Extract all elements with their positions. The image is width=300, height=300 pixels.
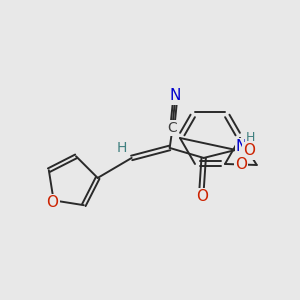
Text: N: N (170, 88, 182, 104)
Text: H: H (246, 131, 255, 144)
Text: O: O (243, 143, 255, 158)
Text: H: H (116, 141, 127, 155)
Text: N: N (236, 140, 248, 154)
Text: C: C (167, 121, 177, 135)
Text: O: O (46, 195, 58, 210)
Text: O: O (235, 157, 247, 172)
Text: O: O (196, 189, 208, 204)
